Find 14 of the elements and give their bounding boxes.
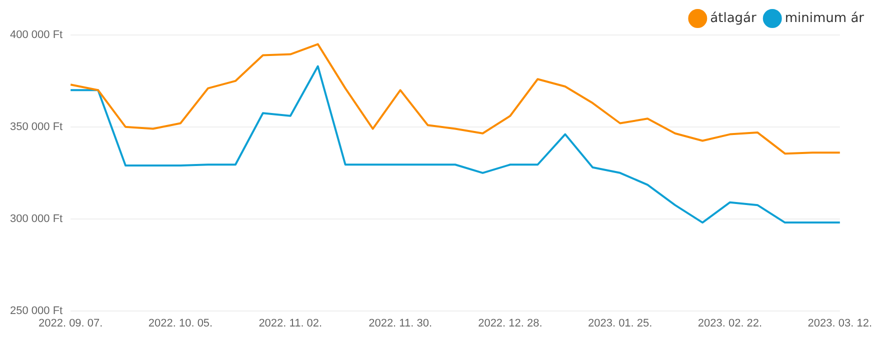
x-tick-label: 2022. 12. 28.	[478, 317, 542, 330]
x-tick-label: 2022. 09. 07.	[38, 317, 103, 330]
x-tick-label: 2022. 10. 05.	[148, 317, 213, 330]
x-tick-label: 2022. 11. 30.	[368, 317, 432, 330]
y-tick-label: 400 000 Ft	[10, 29, 63, 42]
x-tick-label: 2022. 11. 02.	[258, 317, 322, 330]
legend-label: átlagár	[710, 10, 758, 26]
x-tick-label: 2023. 02. 22.	[698, 317, 762, 330]
x-tick-label: 2023. 01. 25.	[588, 317, 652, 330]
y-tick-label: 350 000 Ft	[10, 120, 63, 133]
legend-label: minimum ár	[784, 10, 865, 26]
x-tick-label: 2023. 03. 12.	[808, 317, 872, 330]
y-tick-label: 300 000 Ft	[10, 212, 63, 225]
y-tick-label: 250 000 Ft	[10, 304, 63, 317]
